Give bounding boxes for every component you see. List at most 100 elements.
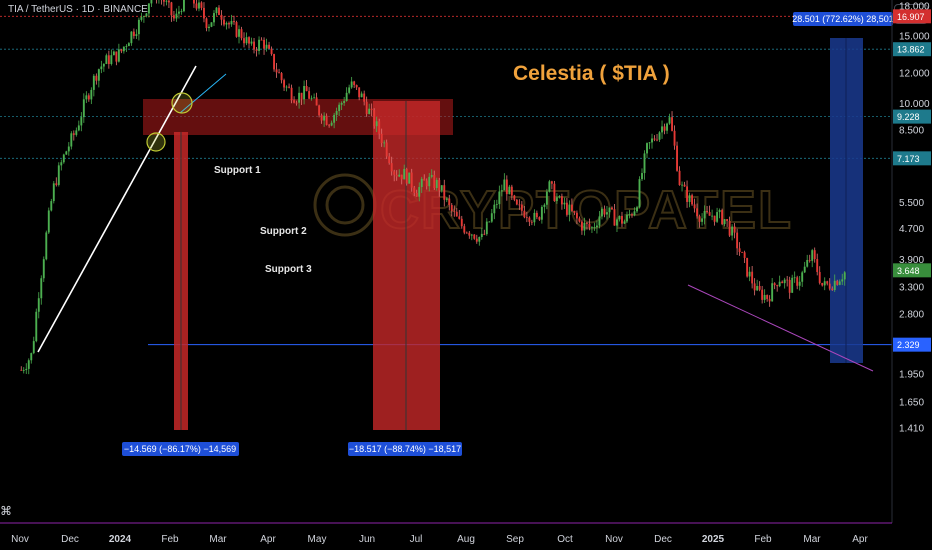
svg-text:28.501 (772.62%) 28,501: 28.501 (772.62%) 28,501: [792, 14, 894, 24]
candle: [162, 0, 165, 7]
candle: [781, 280, 784, 284]
price-badge: 2.329: [893, 337, 931, 352]
candle: [816, 253, 819, 276]
candle: [545, 188, 548, 210]
candle: [368, 103, 371, 115]
candle: [588, 218, 591, 231]
candle: [515, 198, 518, 206]
candle: [435, 177, 438, 191]
candle: [170, 1, 173, 22]
candle: [423, 174, 426, 181]
candle: [285, 85, 288, 92]
candle: [728, 216, 731, 237]
candle: [843, 270, 846, 286]
candle: [390, 156, 393, 176]
candle: [70, 131, 73, 150]
candle: [288, 83, 291, 89]
candle: [691, 193, 694, 206]
candle: [87, 93, 90, 102]
candle: [102, 63, 105, 72]
candle: [726, 218, 729, 227]
candle: [343, 96, 346, 106]
candle: [370, 103, 373, 117]
time-tick-label: Sep: [506, 534, 524, 545]
candle: [723, 219, 726, 227]
candle: [210, 22, 213, 28]
candle: [280, 72, 283, 84]
candle: [358, 87, 361, 101]
candle: [636, 205, 638, 214]
candle: [253, 37, 255, 54]
candle: [213, 10, 215, 27]
candle: [440, 185, 443, 193]
candle: [167, 0, 170, 9]
tradingview-logo-icon[interactable]: ⌘: [0, 504, 12, 518]
candle: [558, 195, 561, 199]
candle: [608, 207, 611, 218]
candle: [641, 168, 643, 181]
candle: [523, 205, 526, 219]
candle: [555, 193, 558, 204]
time-axis: Nov Dec 2024 Feb Mar Apr May Jun Jul Aug Sep Oct Nov…: [11, 534, 868, 545]
candle: [693, 198, 696, 213]
candle: [646, 142, 648, 159]
candle: [756, 279, 759, 291]
price-tick-label: 2.800: [899, 310, 924, 321]
candle: [175, 8, 178, 22]
candle: [803, 261, 806, 274]
candle: [268, 41, 271, 50]
candle: [598, 211, 601, 229]
candle: [833, 274, 836, 292]
candle: [410, 168, 413, 192]
candle: [618, 215, 621, 222]
candle: [415, 189, 418, 197]
candle: [353, 80, 356, 89]
candle: [746, 257, 749, 278]
candle: [463, 223, 466, 235]
candle: [145, 12, 148, 18]
candle: [122, 46, 125, 54]
candle: [22, 367, 25, 374]
time-tick-label: Apr: [852, 534, 868, 545]
candle: [156, 0, 157, 4]
candle: [761, 285, 764, 304]
candle: [550, 180, 553, 190]
candle: [295, 100, 298, 106]
candle: [265, 38, 268, 52]
candle: [305, 80, 308, 92]
candle: [503, 173, 506, 191]
candle: [448, 194, 451, 211]
candle: [673, 125, 676, 150]
candle: [621, 211, 623, 228]
svg-text:9.228: 9.228: [897, 112, 920, 122]
candle: [473, 234, 476, 240]
chart-title: Celestia ( $TIA ): [513, 62, 670, 85]
candle: [260, 37, 263, 41]
candle: [198, 0, 200, 12]
candle: [125, 44, 128, 53]
candle: [225, 21, 228, 30]
candle: [403, 164, 406, 180]
candle: [701, 213, 704, 226]
candle: [205, 17, 208, 32]
candle: [413, 185, 416, 197]
candle: [563, 197, 566, 210]
candle: [385, 139, 388, 159]
svg-text:16.907: 16.907: [897, 12, 925, 22]
uptrend-line: [37, 65, 197, 353]
watermark: CRYPTOPATEL: [313, 173, 792, 241]
candle: [786, 275, 789, 287]
candle: [233, 15, 235, 25]
candle: [75, 127, 78, 137]
candle: [161, 0, 162, 5]
candle: [328, 123, 331, 128]
candle: [648, 142, 651, 150]
candle: [120, 48, 123, 54]
candle: [768, 295, 771, 307]
candle: [453, 205, 456, 217]
candle: [465, 231, 468, 234]
candle: [418, 182, 421, 202]
candle: [283, 78, 286, 91]
candle: [315, 92, 318, 106]
